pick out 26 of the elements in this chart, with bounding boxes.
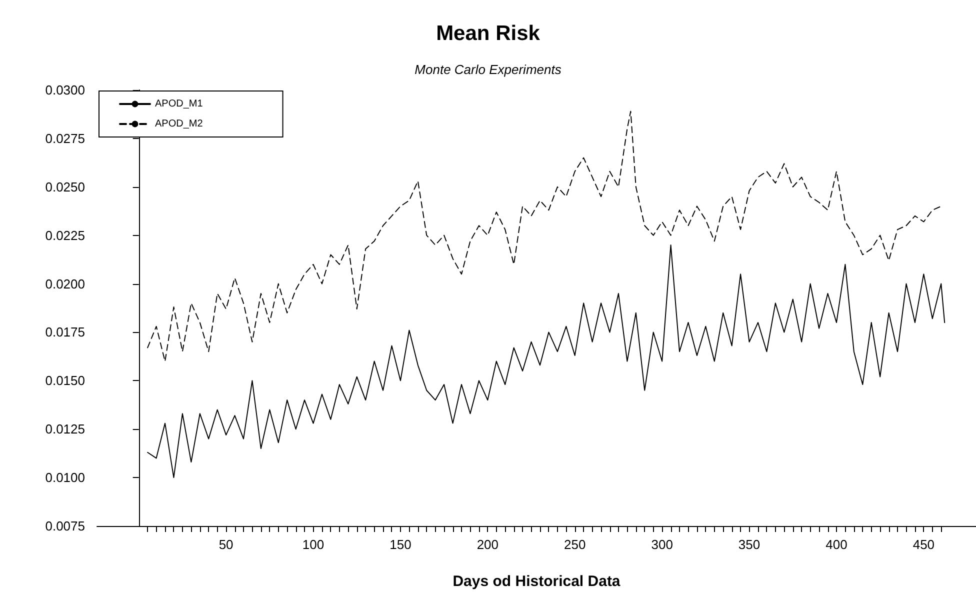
y-tick-label: 0.0100: [45, 470, 85, 486]
x-tick-label: 400: [826, 537, 848, 552]
chart-subtitle: Monte Carlo Experiments: [414, 62, 562, 77]
x-tick-label: 200: [476, 537, 499, 552]
y-tick-label: 0.0275: [45, 130, 85, 146]
line-series: [147, 110, 942, 362]
y-tick-label: 0.0300: [45, 82, 85, 98]
x-tick-label: 450: [912, 537, 935, 552]
y-tick-label: 0.0125: [45, 422, 85, 437]
legend-label: APOD_M2: [155, 118, 204, 130]
y-tick-label: 0.0200: [45, 276, 85, 292]
x-axis-title: Days od Historical Data: [452, 573, 621, 590]
x-tick-label: 250: [564, 537, 586, 552]
x-tick-label: 100: [302, 537, 324, 552]
y-tick-label: 0.0250: [45, 179, 85, 194]
y-tick-label: 0.0075: [45, 518, 85, 534]
x-tick-label: 350: [738, 537, 760, 552]
line-series: [147, 244, 946, 478]
x-tick-label: 150: [390, 537, 412, 552]
y-tick-label: 0.0225: [45, 228, 85, 243]
x-tick-label: 50: [218, 537, 234, 552]
y-tick-label: 0.0150: [45, 373, 85, 388]
x-tick-label: 300: [651, 537, 673, 552]
y-tick-label: 0.0175: [45, 324, 85, 340]
legend-label: APOD_M1: [155, 98, 204, 110]
chart-title: Mean Risk: [436, 22, 540, 45]
